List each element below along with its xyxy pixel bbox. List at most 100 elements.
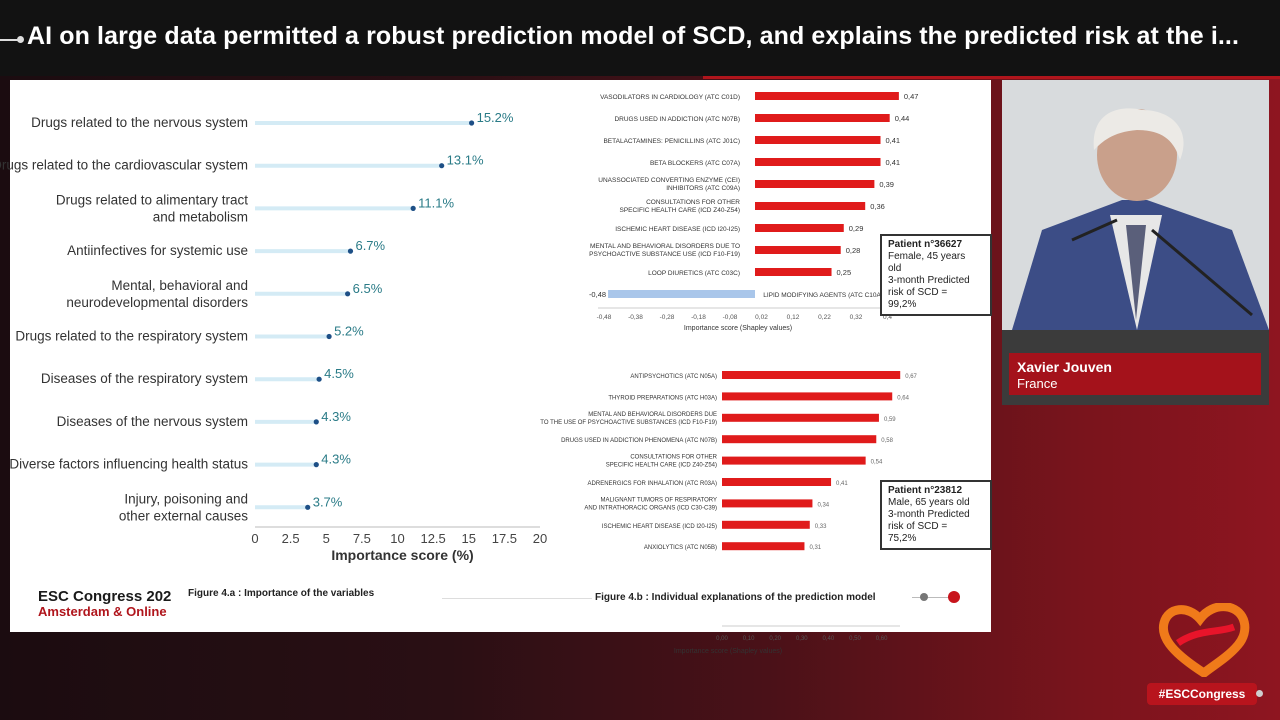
shap-feature-label: BETALACTAMINES: PENICILLINS (ATC J01C) [603,138,740,145]
variable-label: Antiinfectives for systemic use [67,243,248,258]
shap-bar [755,158,881,166]
shap-bar [722,520,810,529]
x-tick-label: 0 [251,531,258,546]
importance-value-label: 5.2% [334,324,364,339]
shap-feature-label: CONSULTATIONS FOR OTHER [646,199,740,206]
esc-heart-logo-icon [1158,603,1250,677]
x-tick-label: 0,32 [850,314,863,321]
patient1-shap-chart: VASODILATORS IN CARDIOLOGY (ATC C01D) 0,4… [589,92,918,332]
variable-label: neurodevelopmental disorders [66,295,248,310]
shap-feature-label: MALIGNANT TUMORS OF RESPIRATORY [601,497,717,503]
x-axis-title: Importance score (%) [331,547,473,563]
shap-feature-label: UNASSOCIATED CONVERTING ENZYME (CEI) [598,177,740,184]
shap-feature-label: MENTAL AND BEHAVIORAL DISORDERS DUE TO [590,243,740,250]
importance-point [347,248,354,254]
x-tick-label: 12.5 [420,531,445,546]
importance-value-label: 4.5% [324,366,354,381]
shap-bar [755,268,832,276]
shap-feature-label: ADRENERGICS FOR INHALATION (ATC R03A) [588,481,717,487]
slide-content: Drugs related to the nervous system 15.2%… [0,80,992,655]
shap-value-label: 0,34 [817,502,829,508]
x-tick-label: 17.5 [492,531,517,546]
patient1-line: old [888,263,902,274]
patient1-title: Patient n°36627 [888,239,963,250]
importance-point [313,462,319,468]
shap-bar [755,246,841,254]
importance-value-label: 4.3% [321,409,351,424]
x-tick-label: 10 [390,531,404,546]
shap-value-label: 0,39 [879,180,894,189]
shap-bar [722,456,866,465]
patient1-line: risk of SCD = [888,287,948,298]
x-tick-label: 0,22 [818,314,831,321]
importance-point [305,504,311,510]
variable-label: Mental, behavioral and [111,278,248,293]
figure-b-caption: Figure 4.b : Individual explanations of … [595,592,876,603]
shap-feature-label: ISCHEMIC HEART DISEASE (ICD I20-I25) [602,524,717,530]
congress-location: Amsterdam & Online [38,604,167,619]
importance-point [439,163,445,169]
x-axis-title: Importance score (Shapley values) [684,325,792,332]
x-tick-label: 0,60 [876,636,888,642]
shap-feature-label: TO THE USE OF PSYCHOACTIVE SUBSTANCES (I… [540,420,717,426]
hashtag-dot-icon [1256,690,1263,697]
patient1-line: 99,2% [888,299,917,310]
importance-value-label: 3.7% [313,494,343,509]
speaker-name: Xavier Jouven [1017,359,1112,375]
shap-feature-label: DRUGS USED IN ADDICTION PHENOMENA (ATC N… [561,438,717,444]
patient2-line: risk of SCD = [888,521,948,532]
shap-feature-label: SPECIFIC HEALTH CARE (ICD Z40-Z54) [619,207,740,214]
hashtag-badge: #ESCCongress [1147,683,1257,705]
x-tick-label: -0,38 [628,314,643,321]
importance-value-label: 6.7% [355,238,385,253]
shap-value-label: 0,64 [897,395,909,401]
speaker-figure-icon [1002,80,1269,330]
importance-point [345,291,351,297]
x-axis-title: Importance score (Shapley values) [674,648,782,655]
shap-value-label: 0,28 [846,246,861,255]
x-tick-label: 5 [323,531,330,546]
shap-bar [722,478,832,486]
shap-bar [722,413,879,422]
congress-logo-text: ESC Congress 202 [38,588,172,605]
x-tick-label: 0,20 [769,636,781,642]
shap-feature-label: LOOP DIURETICS (ATC C03C) [648,270,740,277]
slide-nav-line [912,597,954,598]
shap-feature-label: BETA BLOCKERS (ATC C07A) [650,160,740,167]
shap-value-label: 0,54 [871,460,883,466]
variable-label: Diverse factors influencing health statu… [9,457,248,472]
shap-bar [722,499,813,508]
shap-value-label: 0,41 [836,481,848,487]
shap-feature-label: VASODILATORS IN CARDIOLOGY (ATC C01D) [600,94,740,101]
speaker-name-tag: Xavier Jouven France [1009,353,1261,395]
accent-divider [703,76,1280,79]
variable-label: Drugs related to the cardiovascular syst… [0,158,248,173]
patient1-box: Patient n°36627 Female, 45 years old 3-m… [880,234,992,316]
variable-label: Drugs related to alimentary tract [56,192,248,207]
importance-point [469,120,475,126]
variable-label: other external causes [119,508,248,523]
x-tick-label: 0,02 [755,314,768,321]
importance-point [313,419,319,425]
shap-value-label: 0,59 [884,417,896,423]
patient1-line: Female, 45 years [888,251,966,262]
shap-bar [755,92,899,100]
x-tick-label: -0,18 [691,314,706,321]
variable-label: Injury, poisoning and [124,491,248,506]
x-tick-label: -0,28 [660,314,675,321]
x-tick-label: 15 [462,531,476,546]
importance-point [326,333,332,340]
shap-feature-label: ANXIOLYTICS (ATC N05B) [644,545,717,551]
shap-value-label: 0,31 [809,545,821,551]
importance-point [410,205,416,211]
variable-label: Diseases of the respiratory system [41,371,248,386]
shap-value-label: 0,29 [849,224,864,233]
shap-bar [722,392,893,401]
shap-feature-label: CONSULTATIONS FOR OTHER [630,455,717,461]
variable-label: Drugs related to the nervous system [31,115,248,130]
variable-label: and metabolism [153,209,248,224]
title-bullet-icon [0,36,24,43]
speaker-video [1002,80,1269,330]
importance-value-label: 4.3% [321,452,351,467]
importance-value-label: 11.1% [418,195,454,210]
